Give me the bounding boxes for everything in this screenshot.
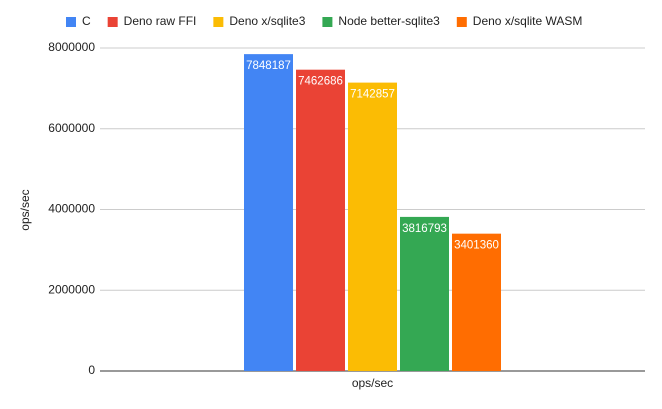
legend-label: Deno x/sqlite3 [229, 14, 305, 28]
y-tick-label: 4000000 [48, 202, 95, 216]
legend-swatch [66, 17, 76, 27]
legend-label: C [82, 14, 91, 28]
legend-swatch [107, 17, 118, 27]
legend-swatch [322, 17, 333, 27]
data-label: 7142857 [350, 89, 395, 101]
data-label: 3401360 [454, 240, 499, 252]
y-tick-label: 0 [88, 363, 95, 377]
data-label: 7848187 [246, 60, 291, 72]
x-tick-label: ops/sec [352, 376, 393, 390]
legend-label: Deno x/sqlite WASM [473, 14, 583, 28]
y-tick-label: 8000000 [48, 40, 95, 54]
legend-label: Node better-sqlite3 [338, 14, 440, 28]
bar [296, 69, 345, 371]
data-label: 7462686 [298, 76, 343, 88]
bar [400, 216, 449, 371]
y-axis-title: ops/sec [18, 189, 32, 230]
legend-swatch [456, 17, 467, 27]
bar [452, 233, 501, 371]
y-tick-label: 2000000 [48, 282, 95, 296]
legend-label: Deno raw FFI [124, 14, 197, 28]
legend-swatch [213, 17, 224, 27]
bar [348, 82, 397, 371]
y-tick-label: 6000000 [48, 121, 95, 135]
bar [244, 54, 293, 371]
data-label: 3816793 [402, 223, 447, 235]
